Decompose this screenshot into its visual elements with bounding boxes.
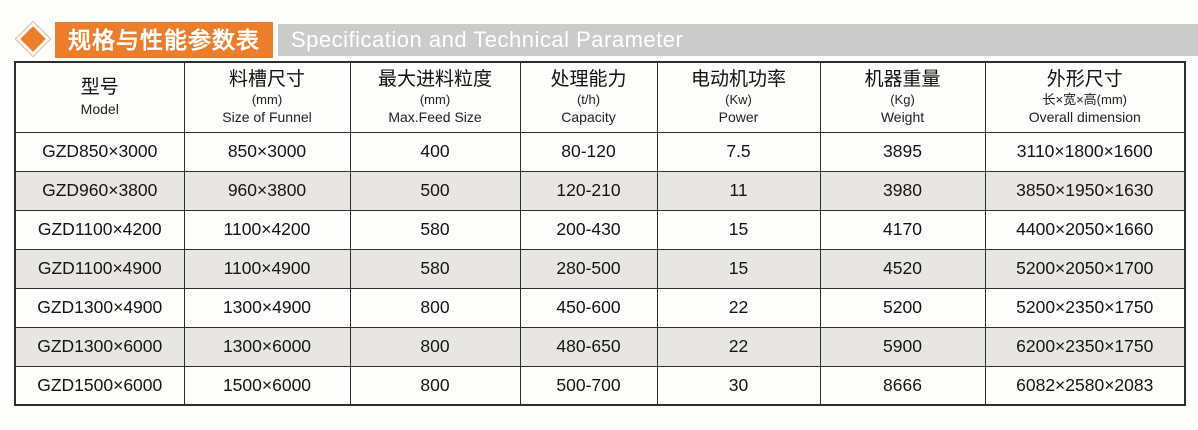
column-header-zh: 料槽尺寸 xyxy=(228,69,305,91)
table-cell: GZD850×3000 xyxy=(14,131,185,172)
table-cell: 960×3800 xyxy=(183,170,351,211)
table-cell: 1100×4900 xyxy=(183,248,351,289)
table-cell: GZD1500×6000 xyxy=(14,365,185,406)
table-cell: GZD1300×4900 xyxy=(14,287,185,328)
table-cell: 850×3000 xyxy=(183,131,351,172)
table-cell: 580 xyxy=(349,209,521,250)
table-cell: GZD1300×6000 xyxy=(14,326,185,367)
table-cell: 3850×1950×1630 xyxy=(984,170,1186,211)
table-cell: 1300×4900 xyxy=(183,287,351,328)
table-cell: 6082×2580×2083 xyxy=(984,365,1186,406)
table-cell: GZD1100×4200 xyxy=(14,209,185,250)
column-header-en: Power xyxy=(718,109,759,126)
column-header: 处理能力 (t/h) Capacity xyxy=(519,61,658,133)
title-bar: 规格与性能参数表 Specification and Technical Par… xyxy=(0,0,1198,59)
column-header-en: Size of Funnel xyxy=(222,109,312,126)
table-cell: 80-120 xyxy=(519,131,658,172)
table-cell: 3980 xyxy=(819,170,986,211)
table-cell: 6200×2350×1750 xyxy=(984,326,1186,367)
header-row: 型号 Model 料槽尺寸 (mm) Size of Funnel 最大进料粒度 (mm) M… xyxy=(14,61,1186,133)
column-header-en: Max.Feed Size xyxy=(388,109,482,126)
table-row: GZD1500×6000 1500×6000 800 500-700 30 8666 608… xyxy=(14,365,1186,406)
table-cell: 11 xyxy=(656,170,821,211)
column-header-zh: 电动机功率 xyxy=(690,69,786,91)
diamond-icon xyxy=(13,20,55,60)
title-en-bar: Specification and Technical Parameter xyxy=(278,24,1198,56)
table-cell: 500-700 xyxy=(519,365,658,406)
column-header-unit: 长×宽×高(mm) xyxy=(1042,92,1127,108)
table-cell: 120-210 xyxy=(519,170,658,211)
table-cell: 22 xyxy=(656,326,821,367)
table-cell: 8666 xyxy=(819,365,986,406)
table-row: GZD1300×6000 1300×6000 800 480-650 22 5900 620… xyxy=(14,326,1186,367)
table-cell: 15 xyxy=(656,209,821,250)
column-header: 最大进料粒度 (mm) Max.Feed Size xyxy=(349,61,521,133)
table-cell: 4520 xyxy=(819,248,986,289)
table-cell: 1500×6000 xyxy=(183,365,351,406)
column-header-zh: 型号 xyxy=(80,77,119,99)
table-row: GZD960×3800 960×3800 500 120-210 11 3980 3850×… xyxy=(14,170,1186,211)
table-cell: 580 xyxy=(349,248,521,289)
column-header: 电动机功率 (Kw) Power xyxy=(656,61,821,133)
table-cell: 450-600 xyxy=(519,287,658,328)
table-cell: 200-430 xyxy=(519,209,658,250)
column-header-en: Capacity xyxy=(561,109,616,126)
table-row: GZD1100×4200 1100×4200 580 200-430 15 4170 440… xyxy=(14,209,1186,250)
table-cell: 800 xyxy=(349,287,521,328)
column-header-en: Overall dimension xyxy=(1028,109,1141,126)
table-row: GZD1100×4900 1100×4900 580 280-500 15 4520 520… xyxy=(14,248,1186,289)
table-row: GZD1300×4900 1300×4900 800 450-600 22 5200 520… xyxy=(14,287,1186,328)
table-cell: 800 xyxy=(349,365,521,406)
column-header-unit: (t/h) xyxy=(576,92,601,108)
table-cell: GZD1100×4900 xyxy=(14,248,185,289)
table-cell: 400 xyxy=(349,131,521,172)
table-head: 型号 Model 料槽尺寸 (mm) Size of Funnel 最大进料粒度 (mm) M… xyxy=(14,61,1186,133)
column-header-zh: 外形尺寸 xyxy=(1046,69,1123,91)
table-cell: 3110×1800×1600 xyxy=(984,131,1186,172)
title-zh-badge: 规格与性能参数表 xyxy=(55,22,273,58)
table-cell: 15 xyxy=(656,248,821,289)
table-body: GZD850×3000 850×3000 400 80-120 7.5 3895 3110×… xyxy=(14,131,1186,406)
column-header: 型号 Model xyxy=(14,61,185,133)
table-cell: 800 xyxy=(349,326,521,367)
table-cell: 1300×6000 xyxy=(183,326,351,367)
table-cell: 5200×2350×1750 xyxy=(984,287,1186,328)
column-header: 料槽尺寸 (mm) Size of Funnel xyxy=(183,61,351,133)
table-cell: 5900 xyxy=(819,326,986,367)
table-cell: 280-500 xyxy=(519,248,658,289)
table-cell: 30 xyxy=(656,365,821,406)
column-header-en: Weight xyxy=(880,109,925,126)
table-row: GZD850×3000 850×3000 400 80-120 7.5 3895 3110×… xyxy=(14,131,1186,172)
column-header-unit: (Kg) xyxy=(890,92,915,108)
table-cell: 500 xyxy=(349,170,521,211)
table-cell: 22 xyxy=(656,287,821,328)
column-header-zh: 最大进料粒度 xyxy=(377,69,492,91)
column-header-unit: (mm) xyxy=(251,92,283,108)
title-en-text: Specification and Technical Parameter xyxy=(291,27,684,52)
spec-table: 型号 Model 料槽尺寸 (mm) Size of Funnel 最大进料粒度 (mm) M… xyxy=(14,61,1186,406)
column-header: 机器重量 (Kg) Weight xyxy=(819,61,986,133)
column-header-zh: 处理能力 xyxy=(550,69,627,91)
column-header-unit: (mm) xyxy=(419,92,451,108)
table-cell: 480-650 xyxy=(519,326,658,367)
column-header-en: Model xyxy=(80,101,119,118)
table-cell: 4170 xyxy=(819,209,986,250)
table-cell: 5200×2050×1700 xyxy=(984,248,1186,289)
table-cell: 1100×4200 xyxy=(183,209,351,250)
table-cell: 4400×2050×1660 xyxy=(984,209,1186,250)
column-header: 外形尺寸 长×宽×高(mm) Overall dimension xyxy=(984,61,1186,133)
table-cell: 7.5 xyxy=(656,131,821,172)
column-header-zh: 机器重量 xyxy=(864,69,941,91)
table-cell: 3895 xyxy=(819,131,986,172)
table-cell: 5200 xyxy=(819,287,986,328)
column-header-unit: (Kw) xyxy=(725,92,752,108)
table-cell: GZD960×3800 xyxy=(14,170,185,211)
